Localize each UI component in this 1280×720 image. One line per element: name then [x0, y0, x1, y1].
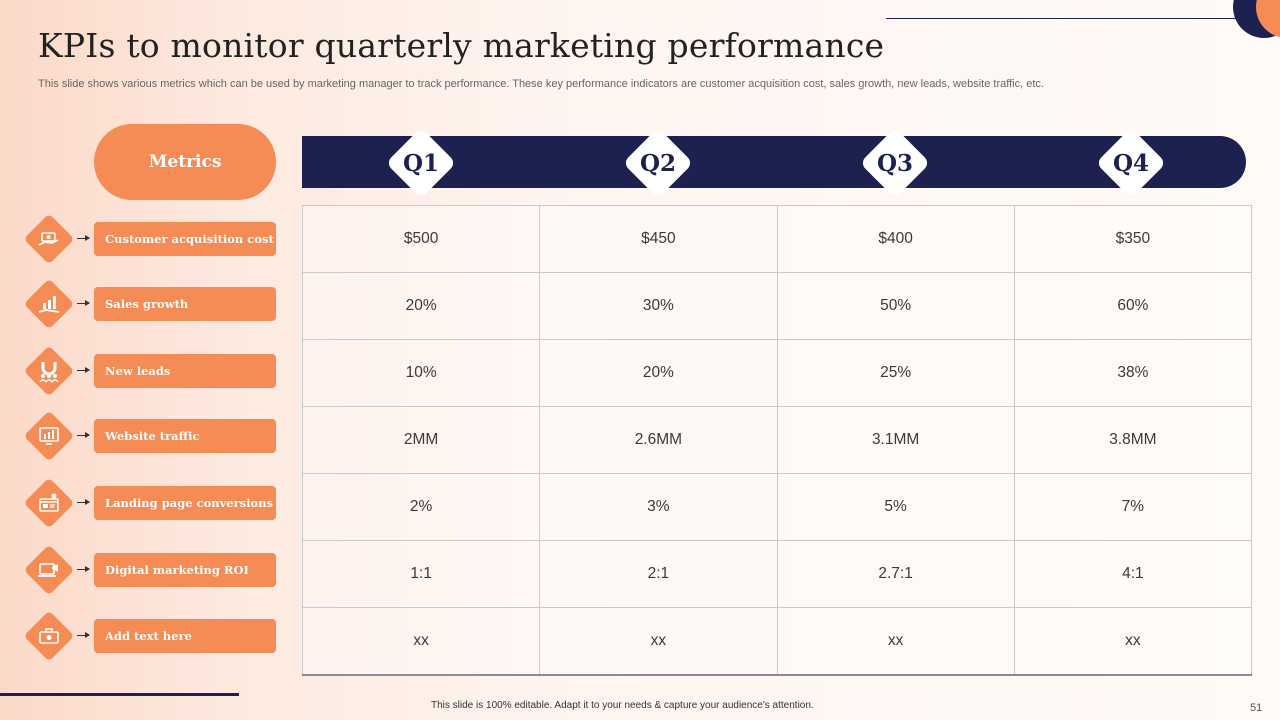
table-cell: $400: [776, 205, 1015, 273]
arrow-connector: [77, 432, 90, 438]
money-hand-icon: [23, 213, 75, 265]
table-cell: 20%: [301, 272, 541, 340]
table-cell: 20%: [539, 339, 778, 407]
table-cell: xx: [539, 607, 778, 676]
table-row: 1:1 2:1 2.7:1 4:1: [301, 540, 1253, 608]
metric-row-customer-acquisition-cost: Customer acquisition cost: [23, 213, 276, 265]
arrow-connector: [77, 235, 90, 241]
table-row: 10% 20% 25% 38%: [301, 339, 1253, 407]
quarter-header-band: [302, 136, 1246, 188]
table-cell: $350: [1013, 205, 1253, 273]
quarter-header-q1: Q1: [385, 127, 457, 199]
table-cell: 3.1MM: [776, 406, 1015, 474]
briefcase-gear-icon: [23, 610, 75, 662]
table-row: 20% 30% 50% 60%: [301, 272, 1253, 340]
table-cell: 2.6MM: [539, 406, 778, 474]
quarter-header-q3: Q3: [859, 127, 931, 199]
slide-title: KPIs to monitor quarterly marketing perf…: [38, 26, 885, 65]
slide-subtitle: This slide shows various metrics which c…: [38, 78, 1044, 90]
table-cell: 38%: [1013, 339, 1253, 407]
metric-label: Customer acquisition cost: [94, 222, 276, 256]
arrow-connector: [77, 566, 90, 572]
metric-label: Landing page conversions: [94, 486, 276, 520]
table-cell: xx: [301, 607, 541, 676]
table-cell: 1:1: [301, 540, 541, 608]
metric-label: New leads: [94, 354, 276, 388]
table-cell: xx: [1013, 607, 1253, 676]
quarter-label: Q2: [639, 149, 677, 177]
kpi-table: $500 $450 $400 $350 20% 30% 50% 60% 10% …: [301, 205, 1253, 676]
metric-label: Digital marketing ROI: [94, 553, 276, 587]
table-row: 2% 3% 5% 7%: [301, 473, 1253, 541]
metric-row-digital-marketing-roi: Digital marketing ROI: [23, 544, 276, 596]
table-cell: 2:1: [539, 540, 778, 608]
bottom-decorative-line: [0, 693, 239, 696]
metric-label: Website traffic: [94, 419, 276, 453]
quarter-header-q4: Q4: [1095, 127, 1167, 199]
table-cell: 2.7:1: [776, 540, 1015, 608]
table-cell: 30%: [539, 272, 778, 340]
table-cell: 60%: [1013, 272, 1253, 340]
quarter-label: Q1: [402, 149, 440, 177]
growth-chart-icon: [23, 278, 75, 330]
table-cell: $450: [539, 205, 778, 273]
table-cell: 4:1: [1013, 540, 1253, 608]
metric-row-new-leads: New leads: [23, 345, 276, 397]
metric-label: Sales growth: [94, 287, 276, 321]
top-decorative-line: [886, 18, 1242, 19]
table-cell: xx: [776, 607, 1015, 676]
table-cell: 2%: [301, 473, 541, 541]
quarter-label: Q4: [1112, 149, 1150, 177]
table-row: 2MM 2.6MM 3.1MM 3.8MM: [301, 406, 1253, 474]
table-cell: 50%: [776, 272, 1015, 340]
arrow-connector: [77, 367, 90, 373]
table-cell: $500: [301, 205, 541, 273]
metric-label: Add text here: [94, 619, 276, 653]
table-cell: 5%: [776, 473, 1015, 541]
metric-row-landing-page-conversions: Landing page conversions: [23, 477, 276, 529]
arrow-connector: [77, 300, 90, 306]
table-cell: 3%: [539, 473, 778, 541]
table-cell: 2MM: [301, 406, 541, 474]
table-row: xx xx xx xx: [301, 607, 1253, 676]
page-number: 51: [1250, 702, 1263, 714]
table-cell: 10%: [301, 339, 541, 407]
footer-note: This slide is 100% editable. Adapt it to…: [431, 700, 814, 711]
table-cell: 7%: [1013, 473, 1253, 541]
landing-page-icon: [23, 477, 75, 529]
arrow-connector: [77, 632, 90, 638]
metric-row-sales-growth: Sales growth: [23, 278, 276, 330]
web-analytics-icon: [23, 410, 75, 462]
table-cell: 3.8MM: [1013, 406, 1253, 474]
quarter-label: Q3: [876, 149, 914, 177]
table-row: $500 $450 $400 $350: [301, 205, 1253, 273]
arrow-connector: [77, 499, 90, 505]
metrics-header: Metrics: [94, 124, 276, 200]
magnet-people-icon: [23, 345, 75, 397]
quarter-header-q2: Q2: [622, 127, 694, 199]
metric-row-add-text-here: Add text here: [23, 610, 276, 662]
table-cell: 25%: [776, 339, 1015, 407]
metric-row-website-traffic: Website traffic: [23, 410, 276, 462]
megaphone-laptop-icon: [23, 544, 75, 596]
